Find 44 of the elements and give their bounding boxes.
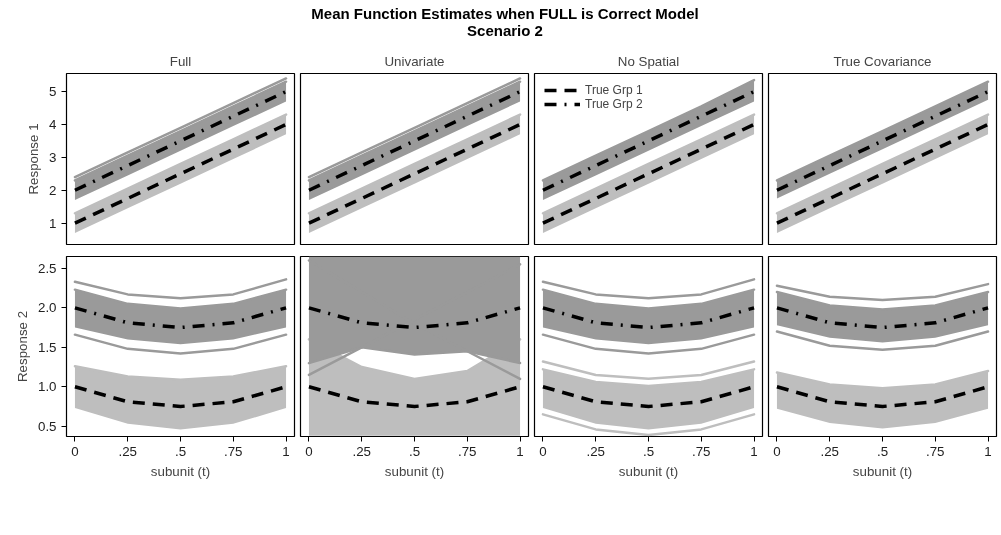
x-tick-label: .25 xyxy=(352,443,371,459)
y-tick-label: 1.5 xyxy=(37,339,57,355)
x-tick-label: .5 xyxy=(876,443,889,459)
x-tick-label: 1 xyxy=(516,443,524,459)
x-tick-label: .25 xyxy=(820,443,839,459)
y-tick-label: 2.5 xyxy=(37,260,57,276)
chart-title: No Spatial xyxy=(617,53,680,69)
x-axis-title: subunit (t) xyxy=(384,463,445,479)
x-tick-label: 0 xyxy=(305,443,313,459)
x-tick-label: .75 xyxy=(458,443,477,459)
y-tick-label: 5 xyxy=(49,84,57,100)
text: Scenario 2 xyxy=(467,22,543,39)
y-tick-label: 3 xyxy=(49,149,57,165)
chart-title: True Covariance xyxy=(833,53,932,69)
x-axis-title: subunit (t) xyxy=(852,463,913,479)
x-axis-title: subunit (t) xyxy=(618,463,679,479)
x-tick-label: 1 xyxy=(750,443,758,459)
x-tick-label: .5 xyxy=(408,443,421,459)
x-tick-label: .75 xyxy=(692,443,711,459)
legend-label: True Grp 2 xyxy=(585,97,643,111)
x-tick-label: 1 xyxy=(282,443,290,459)
legend-label: True Grp 1 xyxy=(585,83,643,97)
x-tick-label: .75 xyxy=(926,443,945,459)
y-tick-label: 0.5 xyxy=(37,418,57,434)
x-tick-label: .5 xyxy=(642,443,655,459)
y-tick-label: 2.0 xyxy=(37,300,57,316)
y-tick-label: 4 xyxy=(49,116,58,132)
x-tick-label: 0 xyxy=(773,443,781,459)
x-tick-label: 0 xyxy=(539,443,547,459)
y-axis-title: Response 2 xyxy=(14,310,30,383)
x-tick-label: 0 xyxy=(71,443,79,459)
x-tick-label: .25 xyxy=(586,443,605,459)
chart-title: Univariate xyxy=(384,53,445,69)
y-tick-label: 1 xyxy=(49,215,57,231)
y-tick-label: 2 xyxy=(49,182,57,198)
text: Mean Function Estimates when FULL is Correct Model xyxy=(311,5,699,22)
x-tick-label: 1 xyxy=(984,443,992,459)
y-tick-label: 1.0 xyxy=(37,379,57,395)
x-axis-title: subunit (t) xyxy=(150,463,211,479)
chart-title: Full xyxy=(169,53,192,69)
x-tick-label: .5 xyxy=(174,443,187,459)
x-tick-label: .25 xyxy=(118,443,137,459)
x-tick-label: .75 xyxy=(224,443,243,459)
y-axis-title: Response 1 xyxy=(26,123,42,195)
